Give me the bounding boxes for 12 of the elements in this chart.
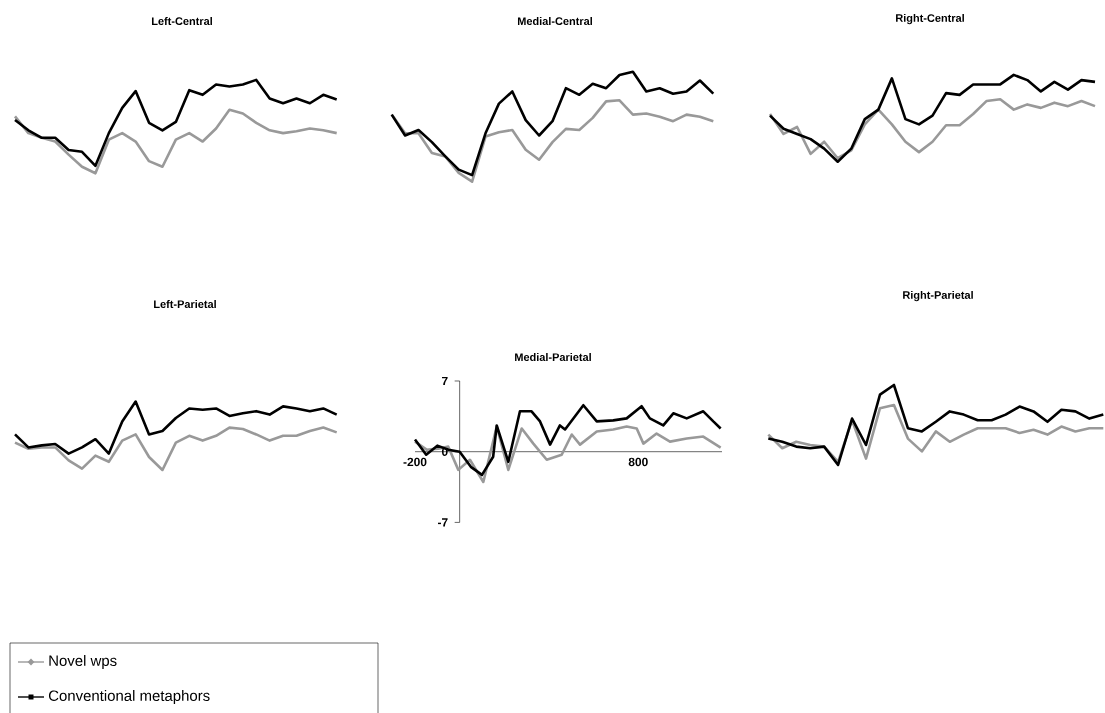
chart-title: Medial-Central: [517, 17, 592, 26]
legend-label: Conventional metaphors: [48, 690, 210, 704]
chart-title: Left-Central: [151, 16, 212, 26]
x-tick-label: 800: [628, 457, 648, 467]
y-tick-label: -7: [437, 518, 448, 527]
chart-title: Right-Central: [896, 13, 964, 25]
chart-title: Right-Parietal: [903, 290, 973, 302]
x-tick-label: -200: [403, 457, 427, 467]
legend-label: Novel wps: [49, 655, 117, 669]
chart-title: Left-Parietal: [154, 300, 216, 309]
chart-title: Medial-Parietal: [515, 353, 591, 362]
y-tick-label: 7: [442, 376, 448, 386]
